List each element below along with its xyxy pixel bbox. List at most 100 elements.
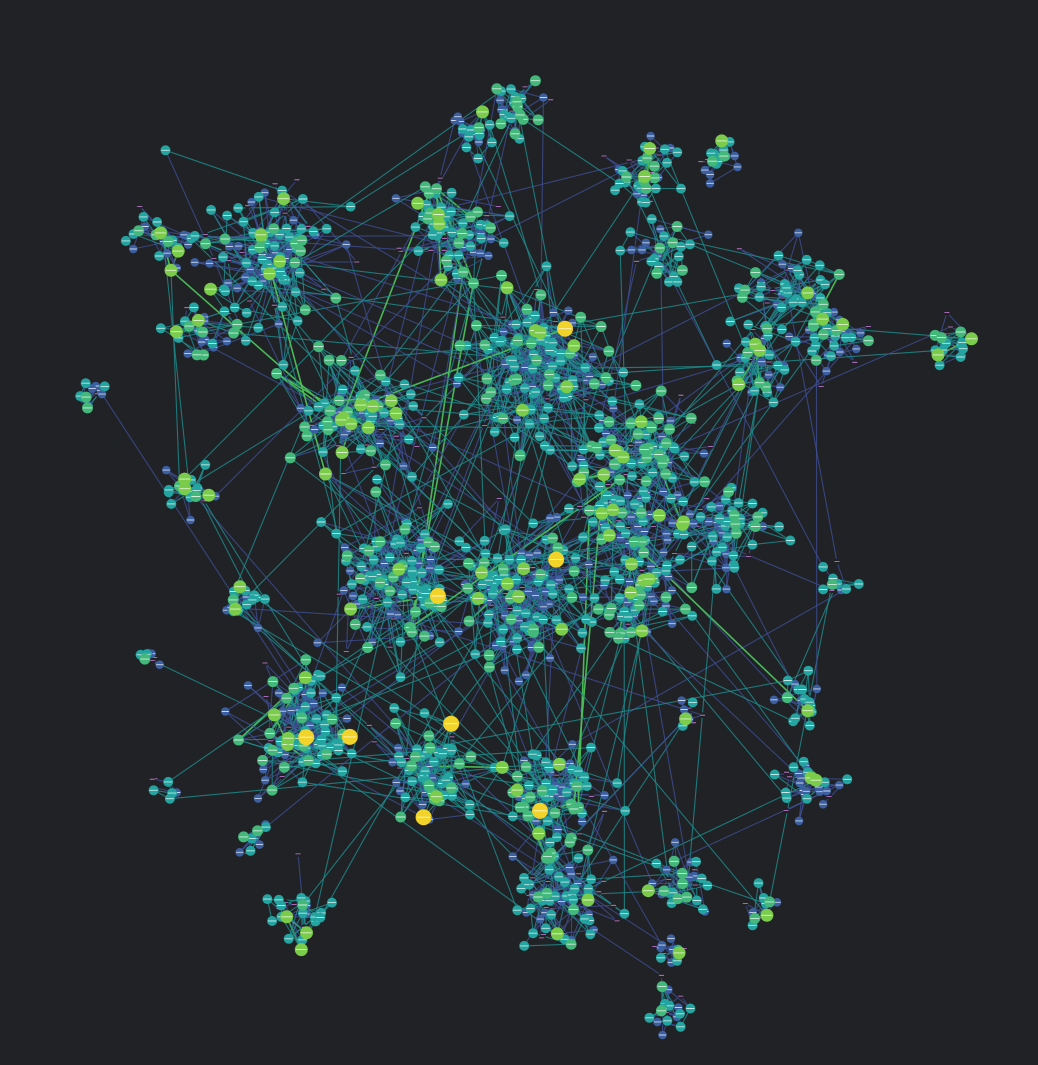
graph-node[interactable] — [353, 259, 360, 265]
graph-node[interactable] — [575, 870, 582, 877]
graph-node[interactable] — [584, 560, 594, 569]
graph-node[interactable] — [232, 283, 242, 293]
graph-node[interactable] — [386, 609, 395, 619]
graph-node[interactable] — [486, 234, 496, 244]
graph-node[interactable] — [567, 869, 576, 879]
graph-node[interactable] — [395, 786, 405, 796]
graph-node[interactable] — [342, 714, 352, 723]
graph-node[interactable] — [745, 553, 752, 560]
graph-node[interactable] — [345, 566, 355, 576]
graph-node[interactable] — [703, 495, 710, 502]
graph-node[interactable] — [403, 550, 410, 557]
graph-node[interactable] — [225, 242, 234, 251]
graph-node[interactable] — [666, 934, 676, 943]
graph-node[interactable] — [411, 594, 417, 601]
graph-node[interactable] — [318, 688, 328, 698]
graph-node[interactable] — [769, 695, 779, 705]
graph-node[interactable] — [545, 653, 555, 663]
graph-node[interactable] — [340, 470, 347, 477]
graph-node[interactable] — [547, 96, 554, 103]
graph-node[interactable] — [765, 359, 772, 365]
graph-node[interactable] — [625, 577, 634, 586]
graph-node[interactable] — [396, 245, 402, 252]
graph-node[interactable] — [499, 327, 508, 337]
graph-node[interactable] — [852, 344, 861, 354]
graph-node[interactable] — [544, 878, 551, 885]
graph-node[interactable] — [553, 825, 563, 834]
graph-node[interactable] — [260, 775, 270, 785]
graph-node[interactable] — [375, 439, 385, 448]
graph-node[interactable] — [348, 591, 358, 601]
graph-node[interactable] — [310, 425, 319, 434]
graph-node[interactable] — [600, 878, 607, 885]
graph-node[interactable] — [162, 465, 171, 475]
graph-node[interactable] — [689, 519, 698, 529]
graph-node[interactable] — [623, 491, 632, 500]
graph-node[interactable] — [210, 255, 217, 262]
graph-node[interactable] — [475, 248, 485, 258]
graph-node[interactable] — [205, 259, 214, 268]
graph-node[interactable] — [588, 793, 595, 800]
graph-node[interactable] — [662, 865, 671, 875]
graph-node[interactable] — [699, 449, 709, 458]
graph-node[interactable] — [525, 550, 534, 560]
graph-node[interactable] — [391, 194, 401, 203]
graph-node[interactable] — [764, 300, 771, 306]
graph-node[interactable] — [313, 638, 322, 648]
graph-node[interactable] — [524, 587, 533, 596]
graph-node[interactable] — [704, 517, 714, 526]
graph-node[interactable] — [426, 555, 435, 564]
graph-node[interactable] — [707, 443, 714, 450]
graph-node[interactable] — [564, 306, 573, 316]
graph-node[interactable] — [186, 515, 195, 525]
graph-node[interactable] — [626, 512, 636, 522]
graph-node[interactable] — [553, 772, 560, 779]
graph-node[interactable] — [387, 644, 393, 651]
graph-node[interactable] — [786, 773, 793, 780]
graph-node[interactable] — [321, 286, 327, 293]
graph-node[interactable] — [366, 722, 373, 729]
graph-node[interactable] — [633, 258, 640, 265]
graph-node[interactable] — [595, 888, 602, 895]
graph-node[interactable] — [677, 993, 684, 1000]
graph-node[interactable] — [495, 203, 502, 210]
graph-node[interactable] — [605, 481, 612, 488]
graph-node[interactable] — [255, 840, 264, 849]
graph-node[interactable] — [421, 414, 427, 421]
graph-node[interactable] — [343, 648, 350, 655]
graph-node[interactable] — [263, 693, 270, 700]
graph-node[interactable] — [388, 757, 397, 767]
graph-node[interactable] — [499, 314, 506, 321]
graph-node[interactable] — [640, 527, 649, 536]
graph-node[interactable] — [393, 743, 403, 753]
graph-node[interactable] — [947, 324, 954, 330]
graph-node[interactable] — [519, 584, 526, 591]
graph-node[interactable] — [437, 175, 444, 182]
graph-node[interactable] — [484, 251, 493, 261]
graph-node[interactable] — [600, 791, 609, 800]
graph-node[interactable] — [87, 384, 97, 393]
graph-node[interactable] — [639, 567, 645, 574]
graph-node[interactable] — [685, 509, 695, 519]
graph-node[interactable] — [129, 244, 138, 254]
graph-node[interactable] — [943, 309, 950, 316]
graph-node[interactable] — [305, 223, 312, 230]
graph-node[interactable] — [671, 550, 678, 557]
graph-node[interactable] — [371, 738, 378, 745]
graph-node[interactable] — [293, 176, 300, 183]
graph-node[interactable] — [413, 443, 420, 450]
graph-node[interactable] — [549, 308, 558, 317]
graph-node[interactable] — [253, 794, 263, 803]
graph-node[interactable] — [520, 363, 530, 372]
graph-node[interactable] — [529, 874, 536, 881]
graph-node[interactable] — [262, 660, 268, 666]
graph-node[interactable] — [775, 382, 785, 392]
graph-node[interactable] — [583, 396, 589, 403]
graph-node[interactable] — [371, 464, 378, 471]
graph-node[interactable] — [274, 319, 284, 329]
graph-node[interactable] — [730, 151, 739, 161]
graph-node[interactable] — [291, 901, 298, 908]
graph-node[interactable] — [441, 235, 448, 242]
graph-node[interactable] — [508, 852, 517, 861]
graph-node[interactable] — [461, 779, 471, 789]
